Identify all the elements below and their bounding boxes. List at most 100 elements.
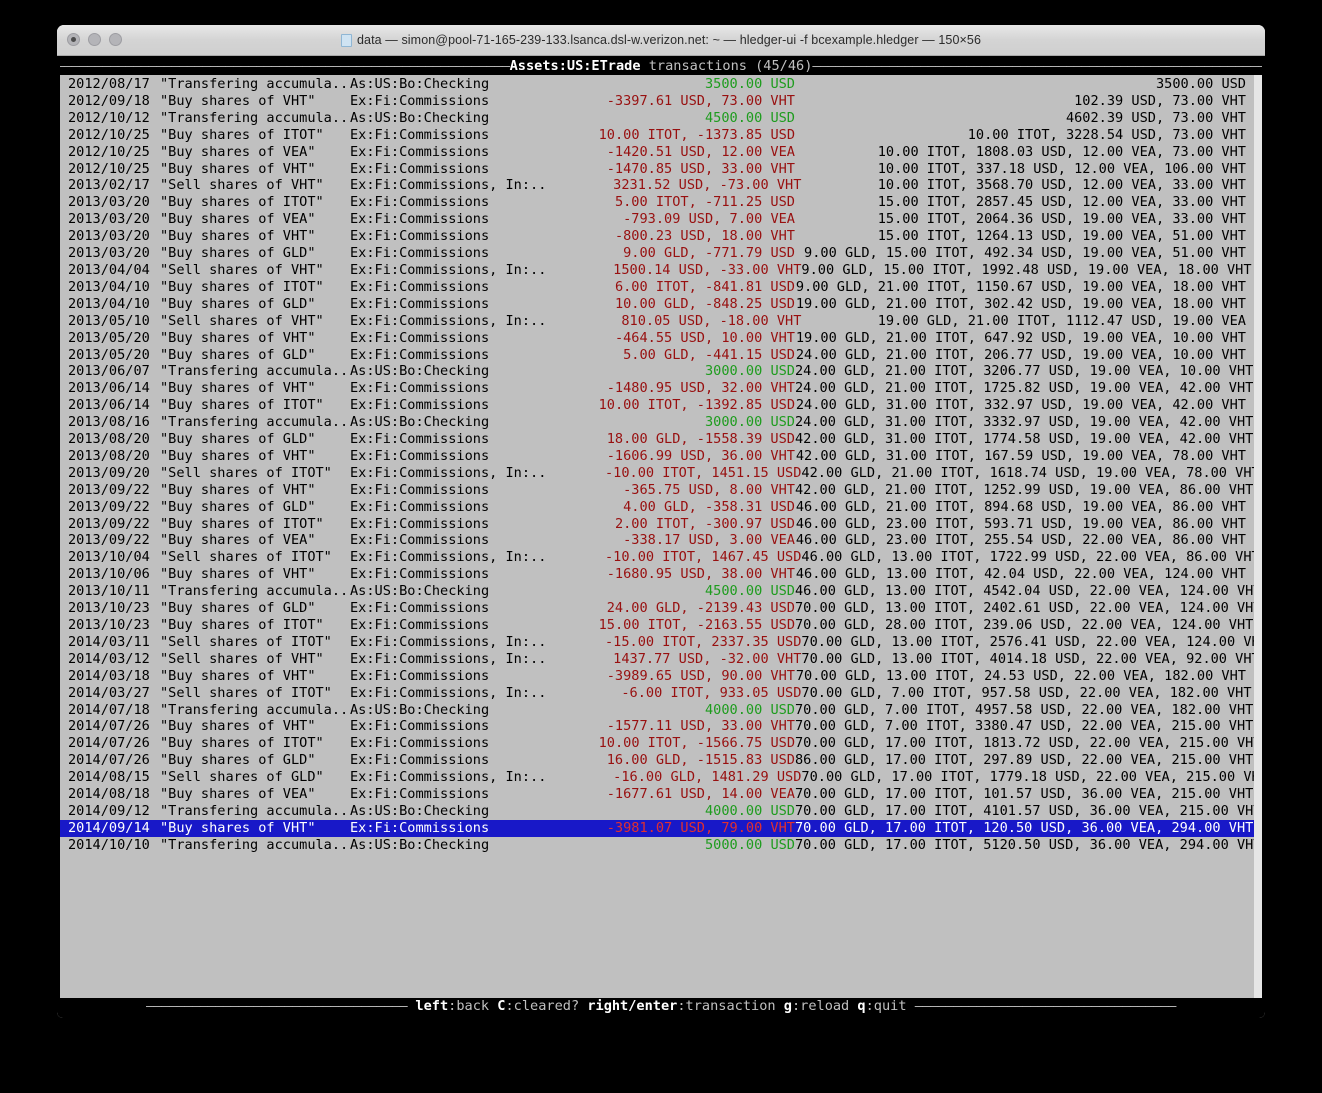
table-row[interactable]: 2013/09/22 "Buy shares of VEA" Ex:Fi:Commi… bbox=[60, 532, 1254, 549]
table-row[interactable]: 2014/03/18 "Buy shares of VHT" Ex:Fi:Commi… bbox=[60, 668, 1254, 685]
table-row[interactable]: 2014/07/26 "Buy shares of GLD" Ex:Fi:Commi… bbox=[60, 752, 1254, 769]
table-row[interactable]: 2014/09/14 "Buy shares of VHT" Ex:Fi:Commi… bbox=[60, 819, 1254, 837]
transaction-list[interactable]: 2012/08/17 "Transfering accumula.. As:US:B… bbox=[60, 75, 1262, 998]
table-row[interactable]: 2013/10/04 "Sell shares of ITOT" Ex:Fi:Com… bbox=[60, 549, 1254, 566]
table-row[interactable]: 2013/02/17 "Sell shares of VHT" Ex:Fi:Comm… bbox=[60, 177, 1254, 194]
table-row[interactable]: 2013/05/20 "Buy shares of GLD" Ex:Fi:Commi… bbox=[60, 347, 1254, 364]
table-row[interactable]: 2013/10/23 "Buy shares of GLD" Ex:Fi:Commi… bbox=[60, 600, 1254, 617]
table-row[interactable]: 2013/08/16 "Transfering accumula.. As:US:B… bbox=[60, 414, 1254, 431]
table-row[interactable]: 2013/06/07 "Transfering accumula.. As:US:B… bbox=[60, 363, 1254, 380]
row-date: 2014/09/12 bbox=[68, 802, 150, 819]
table-row[interactable]: 2013/04/10 "Buy shares of ITOT" Ex:Fi:Comm… bbox=[60, 279, 1254, 296]
table-row[interactable]: 2014/07/26 "Buy shares of VHT" Ex:Fi:Commi… bbox=[60, 718, 1254, 735]
table-row[interactable]: 2012/10/12 "Transfering accumula.. As:US:B… bbox=[60, 110, 1254, 127]
table-row[interactable]: 2012/10/25 "Buy shares of ITOT" Ex:Fi:Comm… bbox=[60, 127, 1254, 144]
table-row[interactable]: 2012/09/18 "Buy shares of VHT" Ex:Fi:Commi… bbox=[60, 93, 1254, 110]
table-row[interactable]: 2013/09/20 "Sell shares of ITOT" Ex:Fi:Com… bbox=[60, 465, 1254, 482]
row-date: 2014/08/18 bbox=[68, 786, 150, 803]
table-row[interactable]: 2013/05/20 "Buy shares of VHT" Ex:Fi:Commi… bbox=[60, 330, 1254, 347]
table-row[interactable]: 2013/08/20 "Buy shares of VHT" Ex:Fi:Commi… bbox=[60, 448, 1254, 465]
table-row[interactable]: 2013/03/20 "Buy shares of ITOT" Ex:Fi:Comm… bbox=[60, 194, 1254, 211]
row-account: Ex:Fi:Commissions bbox=[350, 126, 490, 143]
row-account: Ex:Fi:Commissions, In:.. bbox=[350, 312, 547, 329]
row-amount: 10.00 ITOT, -1566.75 USD bbox=[598, 735, 795, 752]
table-row[interactable]: 2013/09/22 "Buy shares of VHT" Ex:Fi:Commi… bbox=[60, 482, 1254, 499]
row-balance: 70.00 GLD, 17.00 ITOT, 1779.18 USD, 22.0… bbox=[801, 769, 1254, 786]
table-row[interactable]: 2014/08/18 "Buy shares of VEA" Ex:Fi:Commi… bbox=[60, 786, 1254, 803]
table-row[interactable]: 2013/10/23 "Buy shares of ITOT" Ex:Fi:Comm… bbox=[60, 617, 1254, 634]
row-balance: 70.00 GLD, 7.00 ITOT, 4957.58 USD, 22.00… bbox=[795, 701, 1254, 718]
table-row[interactable]: 2014/03/11 "Sell shares of ITOT" Ex:Fi:Com… bbox=[60, 634, 1254, 651]
row-account: Ex:Fi:Commissions bbox=[350, 160, 490, 177]
table-row[interactable]: 2014/10/10 "Transfering accumula.. As:US:B… bbox=[60, 837, 1254, 854]
row-amount: -1480.95 USD, 32.00 VHT bbox=[606, 380, 795, 397]
row-balance: 70.00 GLD, 17.00 ITOT, 4101.57 USD, 36.0… bbox=[795, 802, 1254, 819]
header-suffix: transactions (45/46) bbox=[640, 58, 813, 74]
table-row[interactable]: 2014/07/18 "Transfering accumula.. As:US:B… bbox=[60, 702, 1254, 719]
row-balance: 9.00 GLD, 15.00 ITOT, 492.34 USD, 19.00 … bbox=[804, 245, 1246, 262]
row-date: 2013/03/20 bbox=[68, 245, 150, 262]
table-row[interactable]: 2013/09/22 "Buy shares of GLD" Ex:Fi:Commi… bbox=[60, 499, 1254, 516]
row-date: 2013/03/20 bbox=[68, 228, 150, 245]
row-amount: 4000.00 USD bbox=[704, 802, 795, 819]
table-row[interactable]: 2014/03/12 "Sell shares of VHT" Ex:Fi:Comm… bbox=[60, 651, 1254, 668]
row-account: Ex:Fi:Commissions bbox=[350, 752, 490, 769]
row-account: Ex:Fi:Commissions, In:.. bbox=[350, 549, 547, 566]
row-balance: 19.00 GLD, 21.00 ITOT, 302.42 USD, 19.00… bbox=[795, 295, 1246, 312]
row-balance: 70.00 GLD, 17.00 ITOT, 1813.72 USD, 22.0… bbox=[795, 735, 1254, 752]
table-row[interactable]: 2013/10/11 "Transfering accumula.. As:US:B… bbox=[60, 583, 1254, 600]
row-amount: -1420.51 USD, 12.00 VEA bbox=[606, 143, 795, 160]
scrollbar[interactable] bbox=[1254, 75, 1262, 998]
row-description: "Sell shares of ITOT" bbox=[160, 633, 332, 650]
table-row[interactable]: 2013/09/22 "Buy shares of ITOT" Ex:Fi:Comm… bbox=[60, 516, 1254, 533]
row-description: "Buy shares of ITOT" bbox=[160, 126, 324, 143]
table-row[interactable]: 2014/07/26 "Buy shares of ITOT" Ex:Fi:Comm… bbox=[60, 735, 1254, 752]
table-row[interactable]: 2013/06/14 "Buy shares of ITOT" Ex:Fi:Comm… bbox=[60, 397, 1254, 414]
table-row[interactable]: 2013/10/06 "Buy shares of VHT" Ex:Fi:Commi… bbox=[60, 566, 1254, 583]
maximize-button[interactable] bbox=[109, 33, 122, 46]
row-date: 2013/05/10 bbox=[68, 312, 150, 329]
table-row[interactable]: 2013/08/20 "Buy shares of GLD" Ex:Fi:Commi… bbox=[60, 431, 1254, 448]
window-titlebar[interactable]: data — simon@pool-71-165-239-133.lsanca.… bbox=[57, 25, 1265, 56]
row-description: "Transfering accumula.. bbox=[160, 363, 349, 380]
row-description: "Buy shares of GLD" bbox=[160, 295, 316, 312]
row-description: "Buy shares of VHT" bbox=[160, 228, 316, 245]
row-balance: 86.00 GLD, 17.00 ITOT, 297.89 USD, 22.00… bbox=[795, 752, 1254, 769]
row-account: Ex:Fi:Commissions bbox=[350, 447, 490, 464]
row-amount: -338.17 USD, 3.00 VEA bbox=[623, 532, 795, 549]
table-row[interactable]: 2012/08/17 "Transfering accumula.. As:US:B… bbox=[60, 76, 1254, 93]
row-account: Ex:Fi:Commissions bbox=[350, 278, 490, 295]
row-account: As:US:Bo:Checking bbox=[350, 76, 490, 92]
table-row[interactable]: 2013/06/14 "Buy shares of VHT" Ex:Fi:Commi… bbox=[60, 380, 1254, 397]
table-row[interactable]: 2013/03/20 "Buy shares of VEA" Ex:Fi:Commi… bbox=[60, 211, 1254, 228]
row-description: "Transfering accumula.. bbox=[160, 583, 349, 600]
table-row[interactable]: 2014/08/15 "Sell shares of GLD" Ex:Fi:Comm… bbox=[60, 769, 1254, 786]
window-title: data — simon@pool-71-165-239-133.lsanca.… bbox=[57, 33, 1265, 47]
row-account: As:US:Bo:Checking bbox=[350, 583, 490, 600]
table-row[interactable]: 2013/04/10 "Buy shares of GLD" Ex:Fi:Commi… bbox=[60, 296, 1254, 313]
row-account: Ex:Fi:Commissions bbox=[350, 380, 490, 397]
footer-label-transaction: :transaction bbox=[677, 998, 776, 1014]
row-amount: -1606.99 USD, 36.00 VHT bbox=[606, 447, 795, 464]
table-row[interactable]: 2013/04/04 "Sell shares of VHT" Ex:Fi:Comm… bbox=[60, 262, 1254, 279]
close-button[interactable] bbox=[67, 33, 80, 46]
table-row[interactable]: 2014/03/27 "Sell shares of ITOT" Ex:Fi:Com… bbox=[60, 685, 1254, 702]
table-row[interactable]: 2013/03/20 "Buy shares of VHT" Ex:Fi:Commi… bbox=[60, 228, 1254, 245]
minimize-button[interactable] bbox=[88, 33, 101, 46]
row-date: 2013/04/10 bbox=[68, 295, 150, 312]
table-row[interactable]: 2014/09/12 "Transfering accumula.. As:US:B… bbox=[60, 803, 1254, 820]
table-row[interactable]: 2013/03/20 "Buy shares of GLD" Ex:Fi:Commi… bbox=[60, 245, 1254, 262]
row-date: 2012/10/25 bbox=[68, 160, 150, 177]
table-row[interactable]: 2012/10/25 "Buy shares of VEA" Ex:Fi:Commi… bbox=[60, 144, 1254, 161]
row-date: 2013/10/23 bbox=[68, 617, 150, 633]
table-row[interactable]: 2012/10/25 "Buy shares of VHT" Ex:Fi:Commi… bbox=[60, 161, 1254, 178]
row-date: 2013/09/22 bbox=[68, 532, 150, 549]
row-description: "Transfering accumula.. bbox=[160, 414, 349, 431]
row-date: 2013/08/16 bbox=[68, 414, 150, 431]
row-description: "Buy shares of GLD" bbox=[160, 600, 316, 617]
table-row[interactable]: 2013/05/10 "Sell shares of VHT" Ex:Fi:Comm… bbox=[60, 313, 1254, 330]
row-balance: 46.00 GLD, 13.00 ITOT, 4542.04 USD, 22.0… bbox=[795, 583, 1254, 600]
row-amount: -1577.11 USD, 33.00 VHT bbox=[606, 718, 795, 735]
row-amount: -793.09 USD, 7.00 VEA bbox=[623, 211, 795, 228]
row-description: "Buy shares of VEA" bbox=[160, 786, 316, 803]
